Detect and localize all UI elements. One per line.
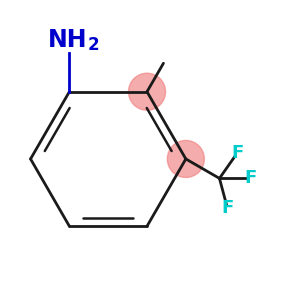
Circle shape	[128, 73, 166, 110]
Circle shape	[167, 140, 204, 178]
Text: F: F	[231, 144, 243, 162]
Text: F: F	[221, 199, 233, 217]
Text: 2: 2	[88, 36, 100, 54]
Text: NH: NH	[48, 28, 88, 52]
Text: F: F	[244, 169, 256, 188]
